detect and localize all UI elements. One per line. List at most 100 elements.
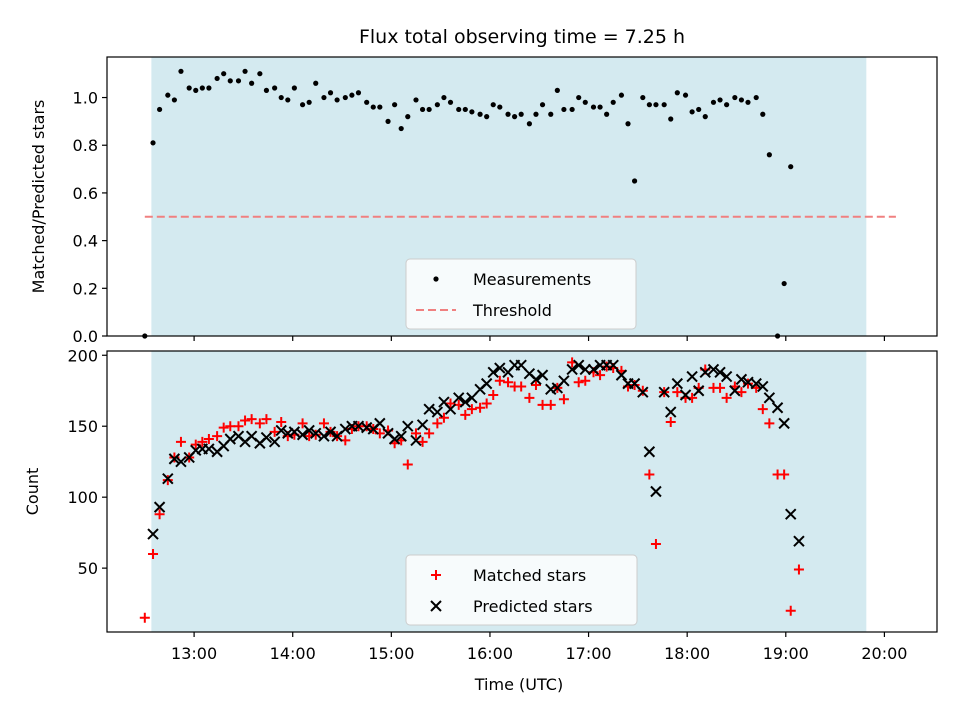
- measurement-point: [788, 164, 794, 170]
- matched-star-point: [545, 399, 556, 410]
- matched-star-point: [297, 418, 308, 429]
- y-tick-label: 0.0: [73, 327, 98, 346]
- matched-star-point: [516, 381, 527, 392]
- measurement-point: [569, 106, 575, 113]
- x-tick-label: 16:00: [467, 644, 513, 663]
- legend-swatch: [430, 600, 442, 612]
- measurement-point: [738, 97, 745, 103]
- measurement-point: [597, 104, 603, 110]
- measurement-point: [364, 99, 370, 105]
- predicted-star-point: [757, 380, 769, 393]
- predicted-star-point: [410, 434, 422, 447]
- matched-star-point: [650, 539, 661, 550]
- predicted-star-point: [224, 433, 236, 445]
- predicted-star-point: [615, 369, 628, 381]
- measurement-point: [349, 92, 355, 98]
- matched-star-point: [233, 421, 244, 432]
- y-axis-title: Count: [23, 468, 42, 516]
- y-tick-label: 150: [67, 417, 98, 436]
- predicted-star-point: [671, 377, 684, 390]
- legend-box: [405, 258, 637, 330]
- predicted-star-point: [153, 501, 166, 513]
- measurement-point: [156, 106, 163, 113]
- predicted-star-point: [750, 377, 762, 390]
- measurement-point: [426, 106, 432, 113]
- predicted-star-points: [147, 359, 805, 547]
- predicted-star-point: [288, 426, 301, 438]
- predicted-star-point: [388, 433, 401, 445]
- predicted-star-point: [637, 386, 649, 398]
- predicted-star-point: [168, 453, 181, 465]
- matched-star-point: [254, 418, 265, 429]
- matched-star-point: [573, 377, 584, 388]
- measurement-point: [646, 102, 652, 108]
- measurement-point: [490, 102, 496, 108]
- predicted-star-point: [686, 370, 698, 383]
- matched-star-point: [402, 459, 413, 470]
- x-tick-label: 18:00: [664, 644, 710, 663]
- measurement-point: [221, 71, 227, 77]
- matched-star-point: [460, 409, 471, 420]
- predicted-star-point: [402, 420, 414, 432]
- measurement-point: [477, 111, 483, 117]
- legend-box: [405, 554, 638, 626]
- x-tick-label: 15:00: [368, 644, 414, 663]
- legend-swatch: [433, 276, 439, 282]
- matched-star-point: [162, 475, 173, 486]
- y-tick-label: 200: [67, 346, 98, 365]
- measurement-point: [745, 99, 751, 105]
- matched-star-point: [665, 416, 676, 427]
- measurement-point: [526, 121, 532, 127]
- legend-label: Predicted stars: [473, 597, 593, 616]
- legend-swatch: [431, 570, 441, 580]
- matched-star-point: [736, 387, 747, 398]
- matched-star-point: [445, 398, 456, 409]
- measurement-point: [313, 80, 319, 86]
- predicted-star-point: [643, 446, 656, 458]
- measurement-point: [385, 118, 391, 124]
- matched-star-point: [218, 422, 229, 433]
- measurement-point: [618, 92, 625, 98]
- measurement-point: [710, 99, 717, 105]
- matched-star-point: [212, 431, 223, 442]
- measurement-point: [150, 140, 156, 146]
- measurement-point: [419, 106, 426, 113]
- predicted-star-point: [296, 429, 309, 441]
- axes-frame: [106, 56, 938, 337]
- predicted-star-point: [374, 417, 386, 430]
- predicted-star-point: [587, 363, 600, 376]
- matched-star-point: [261, 414, 272, 425]
- measurement-point: [456, 106, 462, 113]
- measurement-point: [590, 104, 597, 110]
- predicted-star-point: [395, 430, 407, 442]
- measurement-point: [355, 90, 362, 96]
- predicted-star-point: [707, 363, 720, 376]
- predicted-star-point: [699, 366, 711, 378]
- measurement-point: [497, 104, 503, 110]
- predicted-star-point: [720, 370, 733, 383]
- predicted-star-point: [318, 430, 330, 442]
- matched-star-point: [424, 428, 435, 439]
- measurement-point: [554, 87, 560, 93]
- measurement-point: [576, 94, 582, 101]
- measurement-point: [625, 121, 631, 127]
- measurement-point: [732, 94, 738, 101]
- measurement-point: [484, 114, 490, 120]
- matched-star-point: [481, 398, 492, 409]
- predicted-star-point: [729, 385, 741, 397]
- matched-star-point: [466, 404, 477, 415]
- predicted-star-point: [453, 392, 465, 404]
- matched-star-point: [197, 436, 208, 447]
- measurement-point: [781, 280, 787, 287]
- predicted-star-point: [275, 424, 287, 437]
- legend-label: Threshold: [472, 301, 552, 320]
- predicted-star-point: [714, 366, 726, 378]
- axes-frame: [106, 350, 938, 633]
- matched-star-point: [601, 361, 612, 372]
- predicted-star-point: [566, 363, 578, 376]
- predicted-star-point: [536, 369, 549, 381]
- predicted-star-point: [679, 389, 692, 401]
- predicted-star-point: [785, 508, 797, 520]
- matched-star-point: [764, 418, 775, 429]
